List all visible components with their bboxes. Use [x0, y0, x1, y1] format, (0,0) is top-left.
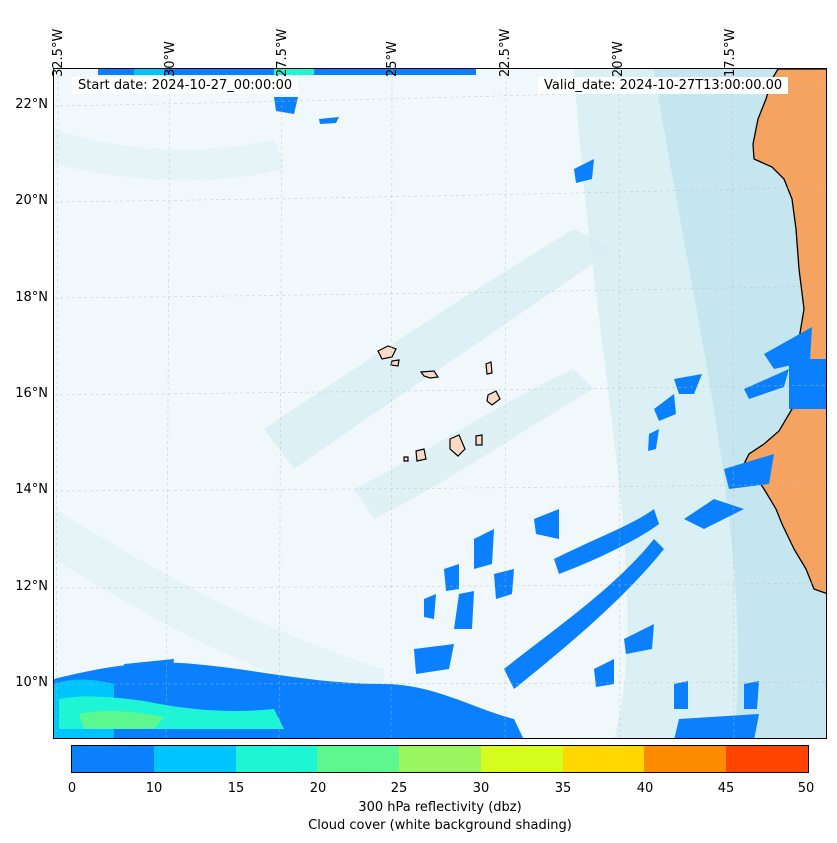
colorbar-segment: [562, 746, 645, 772]
lon-label-32-5w: 32.5°W: [51, 28, 66, 77]
colorbar-tick: 15: [227, 781, 245, 796]
lat-label-12n: 12°N: [15, 579, 48, 594]
valid-date-label: Valid_date: 2024-10-27T13:00:00.00: [538, 77, 789, 94]
colorbar-tick: 30: [472, 781, 490, 796]
reflectivity-cells: [54, 69, 826, 738]
start-date-label: Start date: 2024-10-27_00:00:00: [72, 77, 299, 94]
colorbar-segment: [317, 746, 400, 772]
lon-label-20w: 20°W: [611, 41, 626, 77]
map-panel: [53, 68, 827, 739]
lon-label-22-5w: 22.5°W: [498, 28, 513, 77]
lon-label-17-5w: 17.5°W: [723, 28, 738, 77]
lon-label-27-5w: 27.5°W: [275, 28, 290, 77]
colorbar-tick: 40: [636, 781, 654, 796]
lat-label-20n: 20°N: [15, 193, 48, 208]
colorbar-subtitle: Cloud cover (white background shading): [308, 818, 572, 833]
cloud-cover-shading: [54, 69, 826, 738]
colorbar-tick: 20: [309, 781, 327, 796]
colorbar-segment: [72, 746, 154, 772]
colorbar-title: 300 hPa reflectivity (dbz): [358, 800, 522, 815]
lon-label-25w: 25°W: [385, 41, 400, 77]
colorbar-segment: [235, 746, 318, 772]
colorbar-tick: 25: [390, 781, 408, 796]
colorbar-segment: [153, 746, 236, 772]
lat-label-16n: 16°N: [15, 386, 48, 401]
lat-label-14n: 14°N: [15, 482, 48, 497]
colorbar-tick: 35: [554, 781, 572, 796]
lat-label-18n: 18°N: [15, 290, 48, 305]
lat-label-22n: 22°N: [15, 97, 48, 112]
colorbar: [71, 745, 809, 773]
lat-label-10n: 10°N: [15, 675, 48, 690]
colorbar-segment: [399, 746, 481, 772]
map-canvas: [54, 69, 826, 738]
lon-label-30w: 30°W: [163, 41, 178, 77]
colorbar-segment: [644, 746, 727, 772]
colorbar-segment: [480, 746, 563, 772]
colorbar-tick: 50: [797, 781, 815, 796]
colorbar-segment: [726, 746, 809, 772]
colorbar-tick: 10: [145, 781, 163, 796]
colorbar-tick: 45: [717, 781, 735, 796]
cape-verde-islands: [377, 345, 501, 462]
colorbar-tick: 0: [67, 781, 77, 796]
graticule: [54, 69, 826, 738]
